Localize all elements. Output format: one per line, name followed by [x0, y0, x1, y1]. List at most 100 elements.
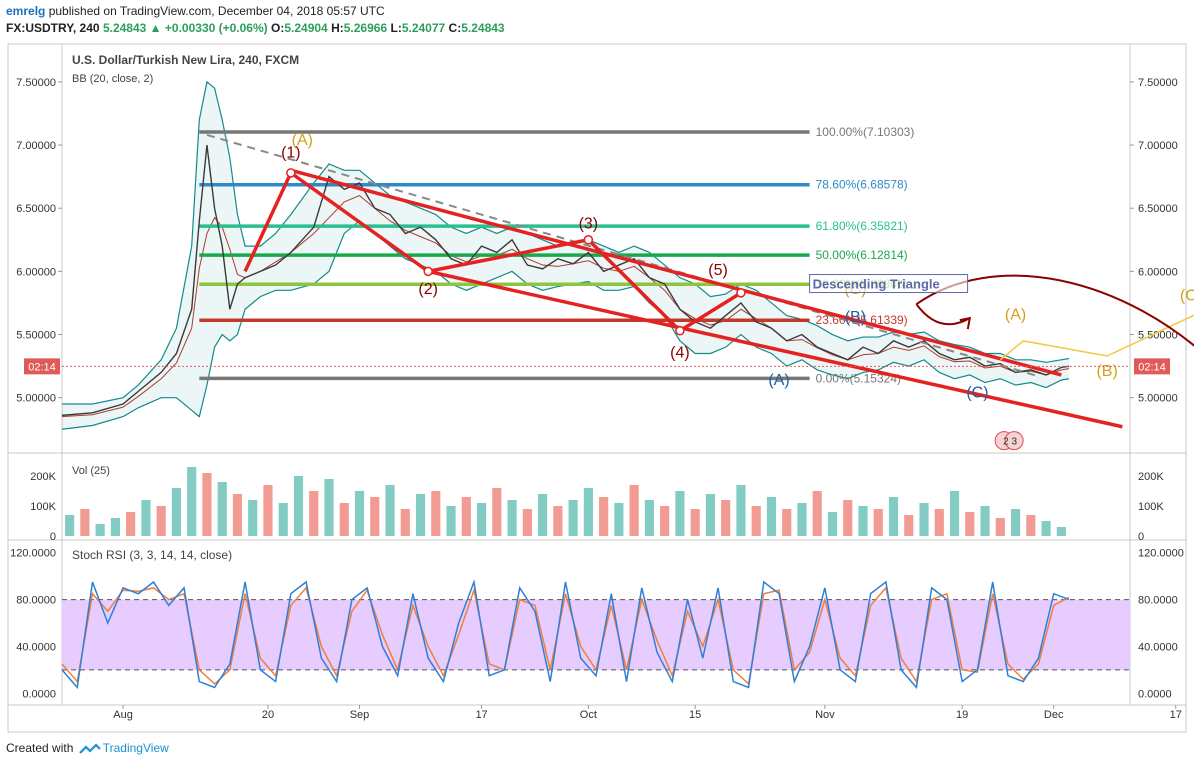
close-value: 5.24843	[461, 21, 505, 35]
volume-bar	[385, 485, 395, 536]
time-tick-label: Sep	[350, 709, 370, 721]
wave-label: (A)	[1005, 306, 1026, 323]
volume-label: Vol (25)	[72, 465, 110, 477]
annotation-text: Descending Triangle	[813, 277, 940, 292]
stoch-k-line	[61, 579, 1070, 690]
volume-tick-left: 100K	[30, 501, 56, 513]
volume-bar	[644, 500, 654, 536]
price-tick-right: 7.00000	[1138, 140, 1178, 152]
author-link[interactable]: emrelg	[6, 4, 46, 18]
zigzag-point	[423, 266, 433, 277]
volume-bar	[248, 500, 258, 536]
volume-bar	[965, 512, 975, 536]
volume-bar	[919, 503, 929, 536]
dashed-trend-line	[206, 133, 1039, 378]
last-price: 5.24843	[102, 21, 147, 35]
volume-bar	[309, 491, 319, 536]
stoch-band-fill	[62, 599, 1130, 670]
volume-bar	[599, 497, 609, 536]
volume-bar	[721, 500, 731, 536]
fib-level-label: 61.80%(6.35821)	[816, 219, 908, 233]
current-price-tag-text: 02:14	[28, 361, 56, 373]
tradingview-logo-icon	[78, 743, 101, 754]
time-tick-label: Nov	[815, 709, 835, 721]
volume-bar	[812, 491, 822, 536]
volume-tick-right: 100K	[1138, 501, 1164, 513]
wave-label: (1)	[281, 145, 301, 162]
stoch-tick-right: 0.0000	[1138, 688, 1172, 700]
price-tick-right: 5.50000	[1138, 330, 1178, 342]
wave-label: (C)	[1180, 287, 1194, 304]
volume-bar	[507, 500, 517, 536]
symbol-ohlc-line: FX:USDTRY, 240 5.24843 ▲ +0.00330 (+0.06…	[6, 21, 505, 35]
volume-tick-right: 0	[1138, 531, 1144, 543]
open-value: 5.24904	[284, 21, 328, 35]
volume-bar	[538, 494, 548, 536]
volume-bar	[232, 494, 243, 536]
volume-bar	[461, 497, 471, 536]
event-flag-icon	[1004, 431, 1024, 451]
volume-bar	[217, 482, 227, 536]
wave-label: (B)	[845, 309, 866, 326]
low-value: 5.24077	[401, 21, 446, 35]
triangle-line	[290, 168, 1062, 377]
time-tick-label: Aug	[113, 709, 133, 721]
volume-bar	[293, 476, 304, 536]
volume-bar	[354, 491, 365, 536]
volume-bar	[324, 479, 334, 536]
price-tick-left: 6.00000	[16, 266, 56, 278]
current-price-tag-right	[1134, 358, 1170, 375]
volume-bar	[934, 509, 944, 536]
volume-bar	[766, 497, 777, 536]
price-tick-right: 6.00000	[1138, 266, 1178, 278]
stoch-tick-right: 80.0000	[1138, 595, 1178, 607]
stoch-tick-left: 120.0000	[10, 548, 56, 560]
volume-bar	[492, 488, 502, 536]
volume-bar	[614, 503, 624, 536]
chart-canvas[interactable]: 7.50000 7.50000 7.00000 7.00000 6.50000 6.500…	[0, 0, 1194, 740]
triangle-line	[427, 269, 1123, 429]
volume-bar	[1041, 521, 1051, 536]
current-price-tag-left	[24, 358, 60, 375]
volume-bar	[263, 485, 273, 536]
time-tick-label: 17	[1170, 709, 1182, 721]
chart-frame	[7, 43, 1187, 733]
volume-bar	[95, 524, 105, 536]
volume-bar	[873, 509, 883, 536]
wave-label: (5)	[708, 262, 728, 279]
volume-bar	[126, 512, 136, 536]
volume-bar	[827, 512, 838, 536]
zigzag-point	[583, 235, 594, 245]
price-tick-right: 6.50000	[1138, 203, 1178, 215]
volume-bar	[476, 503, 487, 536]
elliott-zigzag	[243, 170, 742, 333]
volume-bar	[446, 506, 456, 536]
volume-bar	[202, 473, 212, 536]
volume-bar	[888, 497, 899, 536]
time-tick-label: 17	[475, 709, 487, 721]
projection-yellow-path	[999, 314, 1194, 361]
volume-bar	[568, 500, 578, 536]
time-tick-label: Oct	[580, 709, 597, 721]
volume-bar	[751, 506, 761, 536]
volume-bar	[660, 506, 670, 536]
price-tick-left: 5.00000	[16, 393, 56, 405]
volume-bar	[1026, 515, 1036, 536]
fib-level-label: 78.60%(6.68578)	[816, 178, 908, 192]
stoch-rsi-label: Stoch RSI (3, 3, 14, 14, close)	[72, 548, 232, 562]
wave-label: (A)	[292, 132, 313, 149]
time-tick-label: Dec	[1044, 709, 1064, 721]
wave-label: (B)	[1096, 363, 1117, 380]
price-tick-right: 7.50000	[1138, 77, 1178, 89]
volume-tick-left: 0	[50, 531, 56, 543]
tradingview-link[interactable]: TradingView	[102, 741, 169, 755]
volume-bar	[629, 485, 639, 536]
volume-bar	[1056, 527, 1066, 536]
event-badge-text: 2 3	[1003, 437, 1017, 448]
price-change: +0.00330 (+0.06%)	[164, 21, 268, 35]
volume-bar	[80, 509, 90, 536]
volume-bar	[171, 488, 182, 536]
price-line	[61, 144, 1070, 417]
volume-bar	[782, 509, 792, 536]
stoch-tick-left: 0.0000	[22, 688, 56, 700]
